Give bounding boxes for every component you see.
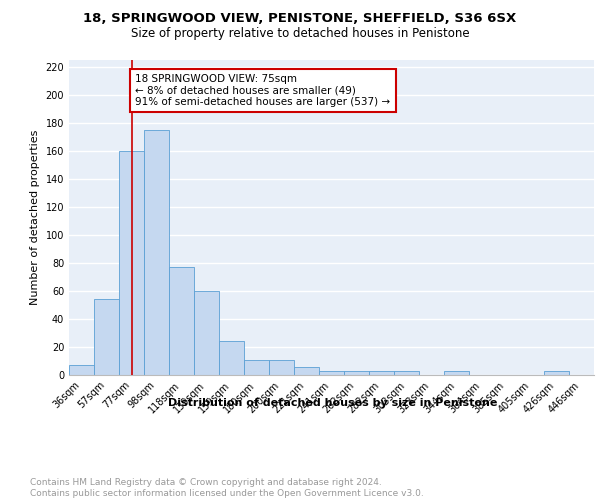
Bar bbox=[544, 371, 569, 375]
Bar bbox=[369, 371, 394, 375]
Bar bbox=[169, 267, 194, 375]
Y-axis label: Number of detached properties: Number of detached properties bbox=[30, 130, 40, 305]
Bar bbox=[294, 366, 319, 375]
Bar bbox=[219, 342, 244, 375]
Text: 18 SPRINGWOOD VIEW: 75sqm
← 8% of detached houses are smaller (49)
91% of semi-d: 18 SPRINGWOOD VIEW: 75sqm ← 8% of detach… bbox=[135, 74, 391, 107]
Bar bbox=[394, 371, 419, 375]
Bar bbox=[319, 371, 344, 375]
Bar bbox=[444, 371, 469, 375]
Text: Distribution of detached houses by size in Penistone: Distribution of detached houses by size … bbox=[169, 398, 497, 407]
Bar bbox=[69, 365, 94, 375]
Text: 18, SPRINGWOOD VIEW, PENISTONE, SHEFFIELD, S36 6SX: 18, SPRINGWOOD VIEW, PENISTONE, SHEFFIEL… bbox=[83, 12, 517, 26]
Bar bbox=[269, 360, 294, 375]
Bar bbox=[119, 151, 144, 375]
Text: Size of property relative to detached houses in Penistone: Size of property relative to detached ho… bbox=[131, 28, 469, 40]
Text: Contains HM Land Registry data © Crown copyright and database right 2024.
Contai: Contains HM Land Registry data © Crown c… bbox=[30, 478, 424, 498]
Bar bbox=[344, 371, 369, 375]
Bar bbox=[244, 360, 269, 375]
Bar bbox=[94, 300, 119, 375]
Bar bbox=[144, 130, 169, 375]
Bar bbox=[194, 291, 219, 375]
